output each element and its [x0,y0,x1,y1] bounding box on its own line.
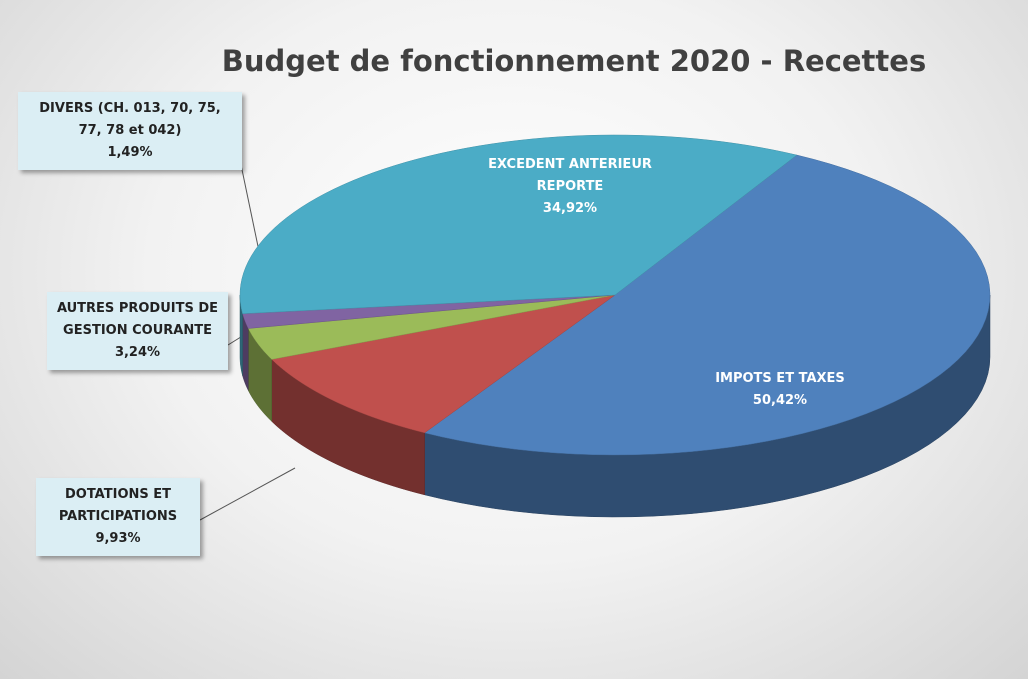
slice [247,294,616,360]
slice [239,134,798,314]
value-label: 1,49% [107,145,153,160]
data-label: DOTATIONS ET PARTICIPATIONS 9,93% [36,478,200,556]
slice [424,154,991,456]
data-label: AUTRES PRODUITS DE GESTION COURANTE 3,24% [47,292,228,370]
category-label: DIVERS (CH. 013, 70, 75, 77, 78 et 042) [39,101,221,138]
category-label: DOTATIONS ET PARTICIPATIONS [58,487,178,524]
leader-line [199,467,296,521]
value-label: 3,24% [114,345,161,360]
value-label: 50,42% [752,393,808,408]
value-label: 34,92% [542,201,598,216]
data-label: EXCEDENT ANTERIEUR REPORTE 34,92% [470,154,670,220]
slice [242,294,616,329]
category-label: IMPOTS ET TAXES [715,371,845,386]
data-label: DIVERS (CH. 013, 70, 75, 77, 78 et 042) 1… [18,92,242,170]
chart-title: Budget de fonctionnement 2020 - Recettes [221,44,927,78]
category-label: AUTRES PRODUITS DE GESTION COURANTE [56,301,219,338]
category-label: EXCEDENT ANTERIEUR REPORTE [488,157,652,194]
slice [271,294,616,434]
data-label: IMPOTS ET TAXES 50,42% [690,368,870,412]
value-label: 9,93% [95,531,141,546]
